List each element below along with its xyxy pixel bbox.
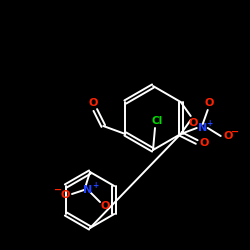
Text: O: O <box>60 190 70 200</box>
Text: O: O <box>100 201 110 211</box>
Text: −: − <box>231 127 239 137</box>
Text: O: O <box>88 98 98 108</box>
Text: −: − <box>54 185 62 195</box>
Text: O: O <box>199 138 208 148</box>
Text: Cl: Cl <box>152 116 162 126</box>
Text: +: + <box>206 120 213 128</box>
Text: +: + <box>92 182 98 190</box>
Text: O: O <box>223 131 232 141</box>
Text: O: O <box>204 98 214 108</box>
Text: O: O <box>188 118 198 128</box>
Text: N: N <box>198 123 207 133</box>
Text: N: N <box>84 185 92 195</box>
